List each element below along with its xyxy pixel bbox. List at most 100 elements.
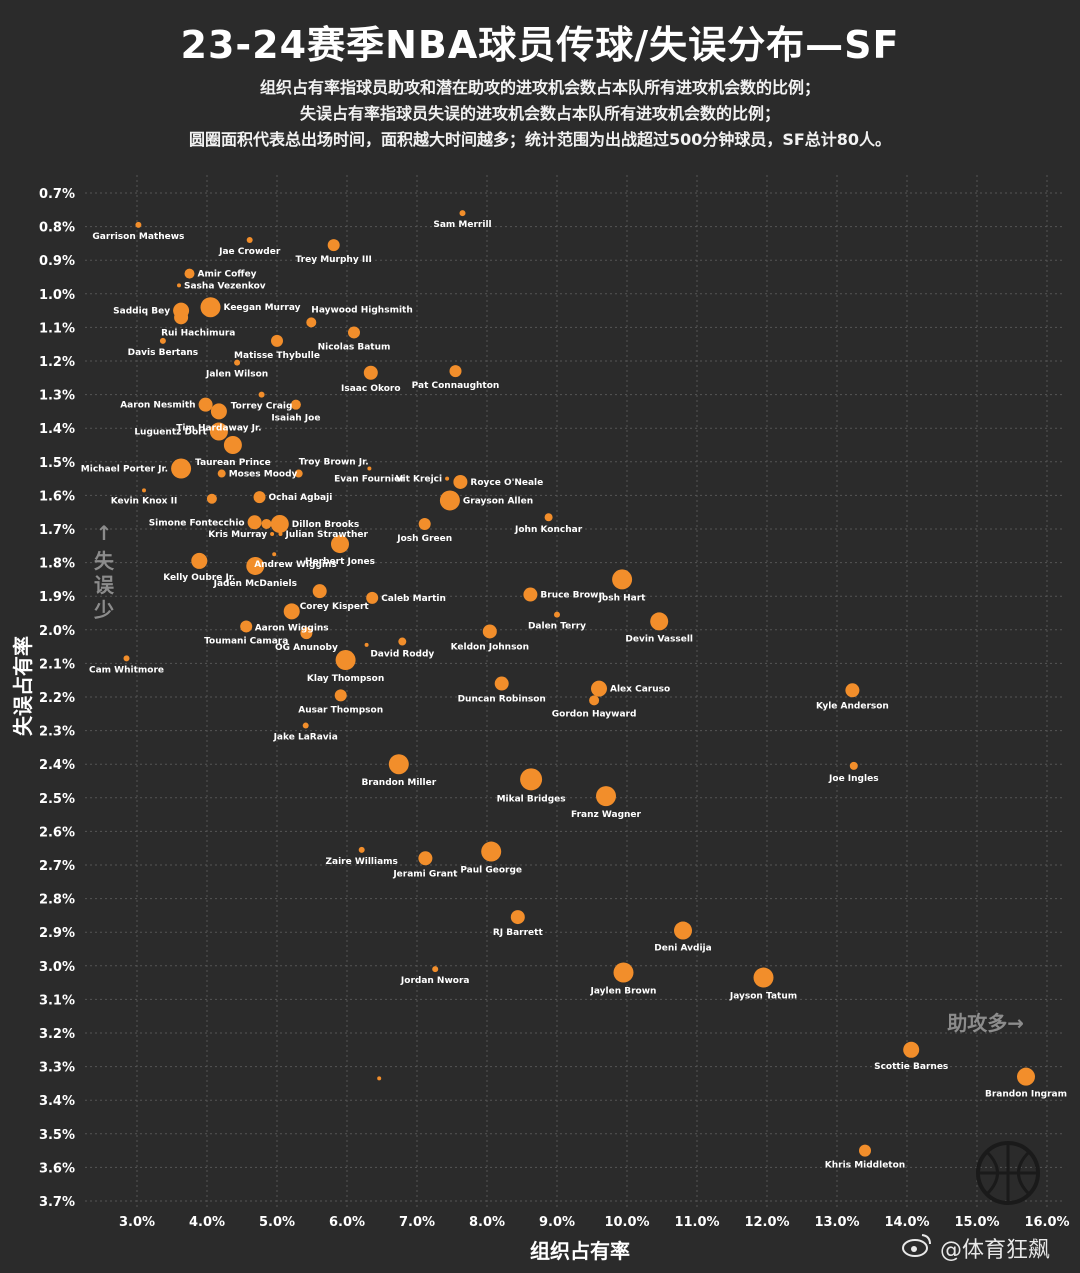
data-point[interactable]: [171, 458, 192, 479]
data-point[interactable]: [613, 962, 634, 983]
data-point[interactable]: [366, 591, 379, 604]
data-point[interactable]: [272, 552, 277, 557]
data-point[interactable]: [198, 397, 213, 412]
data-point[interactable]: [191, 552, 208, 569]
y-tick-label: 1.9%: [39, 590, 75, 605]
data-point[interactable]: [246, 556, 265, 575]
data-point[interactable]: [278, 532, 283, 537]
y-tick-label: 2.7%: [39, 859, 75, 874]
y-tick-label: 3.6%: [39, 1161, 75, 1176]
point-label: Keegan Murray: [224, 303, 301, 313]
point-label: Evan Fournier: [334, 475, 405, 485]
data-point[interactable]: [253, 491, 266, 504]
point-label: Kyle Anderson: [816, 701, 889, 711]
point-label: Haywood Highsmith: [311, 305, 412, 315]
point-label: Sasha Vezenkov: [184, 281, 266, 291]
data-point[interactable]: [300, 627, 313, 640]
data-point[interactable]: [200, 297, 221, 318]
data-point[interactable]: [418, 517, 431, 530]
data-point[interactable]: [1017, 1067, 1035, 1086]
chart-title: 23-24赛季NBA球员传球/失误分布—SF: [180, 23, 900, 67]
data-point[interactable]: [217, 469, 226, 478]
point-label: Paul George: [460, 866, 522, 876]
data-point[interactable]: [159, 337, 166, 344]
data-point[interactable]: [859, 1144, 871, 1157]
data-point[interactable]: [142, 488, 146, 493]
data-point[interactable]: [453, 474, 468, 489]
y-tick-label: 3.1%: [39, 993, 75, 1008]
data-point[interactable]: [206, 493, 217, 504]
data-point[interactable]: [432, 966, 439, 973]
data-point[interactable]: [283, 603, 300, 620]
data-point[interactable]: [348, 326, 360, 339]
data-point[interactable]: [398, 637, 407, 646]
data-point[interactable]: [459, 210, 466, 217]
data-point[interactable]: [258, 391, 265, 398]
data-point[interactable]: [223, 436, 242, 454]
grid-layer: [85, 175, 1065, 1210]
data-point[interactable]: [174, 310, 189, 325]
point-label: Franz Wagner: [571, 810, 641, 820]
point-label: Saddiq Bey: [113, 307, 170, 317]
data-point[interactable]: [418, 851, 433, 866]
data-point[interactable]: [335, 650, 356, 671]
data-point[interactable]: [753, 967, 774, 988]
data-point[interactable]: [123, 655, 130, 662]
data-point[interactable]: [612, 569, 633, 590]
data-point[interactable]: [209, 422, 228, 441]
data-point[interactable]: [177, 283, 181, 288]
data-point[interactable]: [849, 761, 858, 770]
data-point[interactable]: [367, 466, 372, 471]
data-point[interactable]: [334, 689, 347, 702]
data-point[interactable]: [327, 239, 340, 252]
data-point[interactable]: [261, 518, 272, 529]
data-point[interactable]: [845, 683, 860, 698]
data-point[interactable]: [903, 1041, 920, 1058]
x-tick-label: 6.0%: [329, 1215, 365, 1230]
data-point[interactable]: [246, 237, 253, 244]
data-point[interactable]: [210, 403, 227, 420]
y-tick-label: 3.7%: [39, 1195, 75, 1210]
data-point[interactable]: [331, 535, 349, 554]
data-point[interactable]: [271, 334, 283, 347]
data-point[interactable]: [589, 695, 600, 706]
data-point[interactable]: [184, 268, 195, 279]
data-point[interactable]: [596, 786, 616, 807]
point-label: Jalen Wilson: [205, 370, 268, 380]
data-point[interactable]: [449, 365, 462, 378]
data-point[interactable]: [247, 515, 262, 530]
data-point[interactable]: [377, 1076, 382, 1081]
data-point[interactable]: [520, 768, 543, 791]
x-tick-label: 13.0%: [814, 1215, 859, 1230]
data-point[interactable]: [388, 754, 409, 775]
data-point[interactable]: [481, 841, 502, 862]
data-point[interactable]: [363, 365, 378, 380]
data-point[interactable]: [523, 587, 538, 602]
data-point[interactable]: [290, 399, 301, 410]
data-point[interactable]: [312, 584, 327, 599]
data-point[interactable]: [445, 476, 450, 481]
data-point[interactable]: [510, 910, 525, 925]
data-point[interactable]: [306, 317, 317, 328]
data-point[interactable]: [135, 221, 142, 228]
data-point[interactable]: [650, 612, 669, 631]
point-label: Khris Middleton: [825, 1161, 905, 1171]
data-point[interactable]: [494, 676, 509, 691]
point-label: OG Anunoby: [275, 643, 338, 653]
data-point[interactable]: [240, 620, 253, 633]
data-point[interactable]: [294, 469, 303, 478]
data-point[interactable]: [270, 514, 289, 533]
data-point[interactable]: [482, 624, 497, 639]
data-point[interactable]: [364, 642, 369, 647]
x-tick-label: 11.0%: [674, 1215, 719, 1230]
data-point[interactable]: [439, 490, 460, 511]
data-point[interactable]: [234, 359, 241, 366]
data-point[interactable]: [554, 611, 560, 618]
data-point[interactable]: [591, 680, 607, 697]
point-label: Amir Coffey: [198, 270, 257, 280]
data-point[interactable]: [270, 532, 275, 537]
data-point[interactable]: [302, 722, 309, 729]
data-point[interactable]: [544, 513, 553, 522]
data-point[interactable]: [358, 846, 365, 853]
data-point[interactable]: [674, 921, 692, 940]
